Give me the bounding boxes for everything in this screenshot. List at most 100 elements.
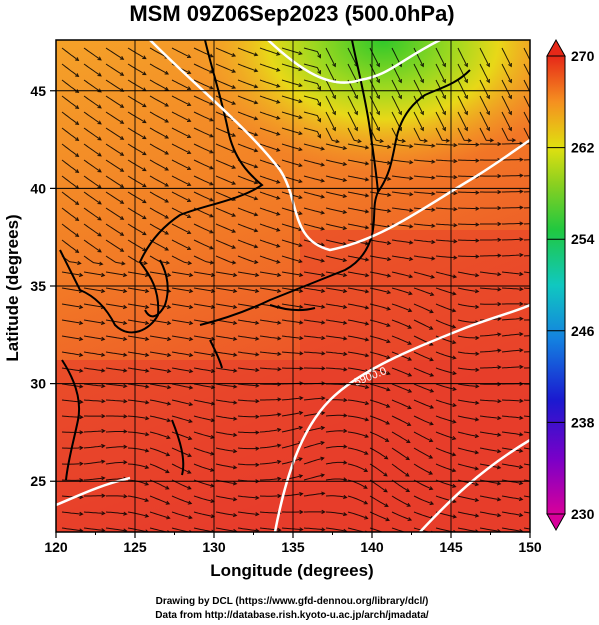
streamline-arrow xyxy=(502,157,524,162)
streamline-arrow xyxy=(369,319,391,327)
streamline-arrow xyxy=(303,411,326,417)
streamline-arrow xyxy=(523,287,530,290)
streamline-arrow xyxy=(237,399,260,404)
streamline-arrow xyxy=(325,159,348,166)
streamline-arrow xyxy=(523,415,530,418)
streamline-arrow xyxy=(149,303,172,310)
colorbar-tick-label: 238 xyxy=(571,414,595,430)
credit-line-2: Data from http://database.rish.kyoto-u.a… xyxy=(155,610,429,621)
streamline-arrow xyxy=(237,143,259,153)
colorbar-tick-label: 254 xyxy=(571,231,595,247)
streamline-arrow xyxy=(83,383,106,389)
streamline-arrow xyxy=(281,111,303,120)
streamline-arrow xyxy=(215,495,238,502)
streamline-arrow xyxy=(215,383,238,389)
streamline-arrow xyxy=(61,223,80,237)
streamline-arrow xyxy=(259,319,282,325)
streamline-arrow xyxy=(435,63,446,84)
streamline-arrow xyxy=(127,175,147,188)
streamline-arrow xyxy=(171,143,192,154)
streamline-arrow xyxy=(83,47,102,61)
streamline-arrow xyxy=(237,271,260,277)
streamline-arrow xyxy=(149,431,171,440)
streamline-arrow xyxy=(171,159,192,170)
streamline-arrow xyxy=(83,159,102,173)
streamline-arrow xyxy=(237,63,259,73)
streamline-arrow xyxy=(391,399,412,410)
streamline-arrow xyxy=(127,207,147,220)
streamline-arrow xyxy=(281,335,304,341)
streamline-arrow xyxy=(281,396,304,401)
streamline-arrow xyxy=(149,335,172,342)
streamline-arrow xyxy=(369,495,389,507)
streamline-arrow xyxy=(391,431,411,444)
streamline-arrow xyxy=(259,111,281,120)
streamline-arrow xyxy=(171,255,193,266)
colorbar-min-arrow xyxy=(546,513,566,532)
streamline-arrow xyxy=(413,287,435,296)
streamline-arrow xyxy=(237,367,260,373)
streamline-arrow xyxy=(303,271,326,277)
streamline-arrow xyxy=(83,175,102,189)
streamline-arrow xyxy=(127,367,150,373)
streamline-arrow xyxy=(523,303,530,305)
streamline-arrow xyxy=(303,335,326,341)
streamline-arrow xyxy=(479,399,502,404)
streamline-arrow xyxy=(83,443,106,449)
x-tick-label: 135 xyxy=(281,539,305,555)
streamline-arrow xyxy=(391,287,413,296)
streamline-arrow xyxy=(501,463,524,470)
streamline-arrow xyxy=(215,351,238,357)
streamline-arrow xyxy=(369,207,392,213)
streamline-arrow xyxy=(237,191,259,201)
streamline-arrow xyxy=(127,495,150,502)
streamline-arrow xyxy=(105,303,128,310)
streamline-arrow xyxy=(259,367,282,372)
streamline-arrow xyxy=(149,127,170,139)
streamline-arrow xyxy=(281,255,303,264)
streamline-arrow xyxy=(391,479,411,493)
streamline-arrow xyxy=(105,239,125,252)
streamline-arrow xyxy=(127,287,150,294)
streamline-arrow xyxy=(260,397,282,402)
streamline-arrow xyxy=(61,383,84,389)
streamline-arrow xyxy=(435,142,458,148)
streamline-arrow xyxy=(325,191,348,198)
streamline-arrow xyxy=(127,111,147,124)
streamline-arrow xyxy=(215,239,237,249)
streamline-arrow xyxy=(347,95,358,116)
streamline-arrow xyxy=(347,511,369,520)
colorbar-ticks: 270 262 254 246 238 230 xyxy=(547,48,595,522)
streamline-arrow xyxy=(171,223,192,234)
streamline-arrow xyxy=(457,511,480,518)
streamline-arrow xyxy=(83,143,102,157)
streamline-arrow xyxy=(524,367,530,369)
streamline-arrow xyxy=(259,79,281,88)
streamline-arrow xyxy=(281,527,304,532)
streamline-arrow xyxy=(413,431,434,443)
streamline-arrow xyxy=(391,383,413,393)
streamline-arrow xyxy=(523,159,530,161)
streamline-arrow xyxy=(347,287,370,294)
x-tick-label: 120 xyxy=(44,539,68,555)
streamline-arrow xyxy=(149,351,172,358)
streamline-arrow xyxy=(501,252,524,258)
streamline-arrow xyxy=(413,111,424,132)
contour-lines xyxy=(56,40,530,532)
colorbar-tick-label: 246 xyxy=(571,323,595,339)
streamline-arrow xyxy=(237,47,259,57)
streamline-arrow xyxy=(435,319,457,329)
streamline-arrow xyxy=(303,303,326,309)
streamline-arrow xyxy=(369,255,392,262)
streamline-arrow xyxy=(303,319,326,325)
streamline-arrow xyxy=(61,95,80,109)
streamline-arrow xyxy=(171,111,192,122)
streamline-arrow xyxy=(435,415,457,424)
streamline-arrow xyxy=(502,221,524,226)
streamline-arrow xyxy=(215,367,238,373)
streamline-arrow xyxy=(457,111,468,132)
streamline-arrow xyxy=(237,383,260,388)
streamline-arrow xyxy=(501,63,512,84)
streamline-arrow xyxy=(435,447,457,457)
coastline xyxy=(199,191,379,326)
